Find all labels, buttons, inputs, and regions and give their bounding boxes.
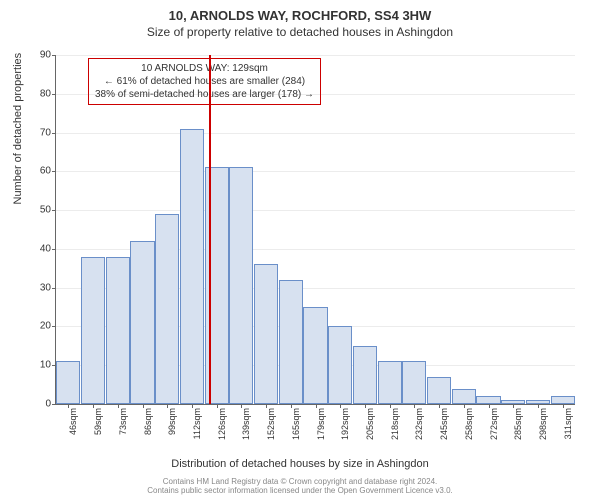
xtick-label: 285sqm — [513, 408, 523, 440]
ytick-label: 60 — [40, 166, 51, 177]
histogram-bar — [551, 396, 575, 404]
xtick-label: 245sqm — [439, 408, 449, 440]
footer: Contains HM Land Registry data © Crown c… — [0, 477, 600, 496]
xtick-label: 165sqm — [291, 408, 301, 440]
histogram-bar — [427, 377, 451, 404]
gridline — [56, 133, 575, 134]
histogram-bar — [279, 280, 303, 404]
ytick-label: 0 — [45, 399, 51, 410]
ytick-label: 90 — [40, 50, 51, 61]
gridline — [56, 94, 575, 95]
y-axis-label: Number of detached properties — [12, 53, 24, 205]
xtick-label: 152sqm — [266, 408, 276, 440]
histogram-bar — [106, 257, 130, 404]
histogram-bar — [378, 361, 402, 404]
histogram-bar — [328, 326, 352, 404]
reference-line — [209, 55, 211, 404]
histogram-bar — [229, 167, 253, 404]
xtick-label: 258sqm — [464, 408, 474, 440]
histogram-bar — [81, 257, 105, 404]
xtick-label: 205sqm — [365, 408, 375, 440]
xtick-label: 179sqm — [316, 408, 326, 440]
ytick-mark — [52, 171, 56, 172]
histogram-bar — [402, 361, 426, 404]
xtick-label: 73sqm — [118, 408, 128, 435]
title-main: 10, ARNOLDS WAY, ROCHFORD, SS4 3HW — [0, 0, 600, 23]
footer-line-1: Contains HM Land Registry data © Crown c… — [0, 477, 600, 487]
histogram-bar — [452, 389, 476, 405]
histogram-bar — [130, 241, 154, 404]
ytick-label: 70 — [40, 127, 51, 138]
footer-line-2: Contains public sector information licen… — [0, 486, 600, 496]
gridline — [56, 171, 575, 172]
histogram-bar — [254, 264, 278, 404]
histogram-bar — [303, 307, 327, 404]
xtick-label: 139sqm — [241, 408, 251, 440]
ytick-label: 10 — [40, 360, 51, 371]
xtick-label: 112sqm — [192, 408, 202, 439]
ytick-mark — [52, 55, 56, 56]
xtick-label: 46sqm — [68, 408, 78, 435]
histogram-bar — [353, 346, 377, 404]
ytick-label: 80 — [40, 88, 51, 99]
xtick-label: 99sqm — [167, 408, 177, 435]
ytick-mark — [52, 404, 56, 405]
xtick-label: 126sqm — [217, 408, 227, 440]
histogram-bar — [180, 129, 204, 404]
ytick-mark — [52, 249, 56, 250]
ytick-label: 30 — [40, 282, 51, 293]
ytick-mark — [52, 210, 56, 211]
x-axis-label: Distribution of detached houses by size … — [0, 458, 600, 470]
histogram-bar — [205, 167, 229, 404]
chart-area: 010203040506070809046sqm59sqm73sqm86sqm9… — [55, 55, 575, 405]
title-sub: Size of property relative to detached ho… — [0, 23, 600, 39]
xtick-label: 272sqm — [489, 408, 499, 440]
ytick-label: 40 — [40, 243, 51, 254]
plot-region: 010203040506070809046sqm59sqm73sqm86sqm9… — [55, 55, 575, 405]
xtick-label: 311sqm — [563, 408, 573, 439]
ytick-mark — [52, 133, 56, 134]
ytick-mark — [52, 326, 56, 327]
xtick-label: 298sqm — [538, 408, 548, 440]
ytick-label: 50 — [40, 205, 51, 216]
ytick-mark — [52, 288, 56, 289]
histogram-bar — [155, 214, 179, 404]
histogram-bar — [56, 361, 80, 404]
gridline — [56, 55, 575, 56]
histogram-bar — [476, 396, 500, 404]
gridline — [56, 210, 575, 211]
xtick-label: 218sqm — [390, 408, 400, 440]
xtick-label: 86sqm — [143, 408, 153, 435]
xtick-label: 192sqm — [340, 408, 350, 440]
ytick-mark — [52, 94, 56, 95]
xtick-label: 232sqm — [414, 408, 424, 440]
xtick-label: 59sqm — [93, 408, 103, 435]
ytick-label: 20 — [40, 321, 51, 332]
